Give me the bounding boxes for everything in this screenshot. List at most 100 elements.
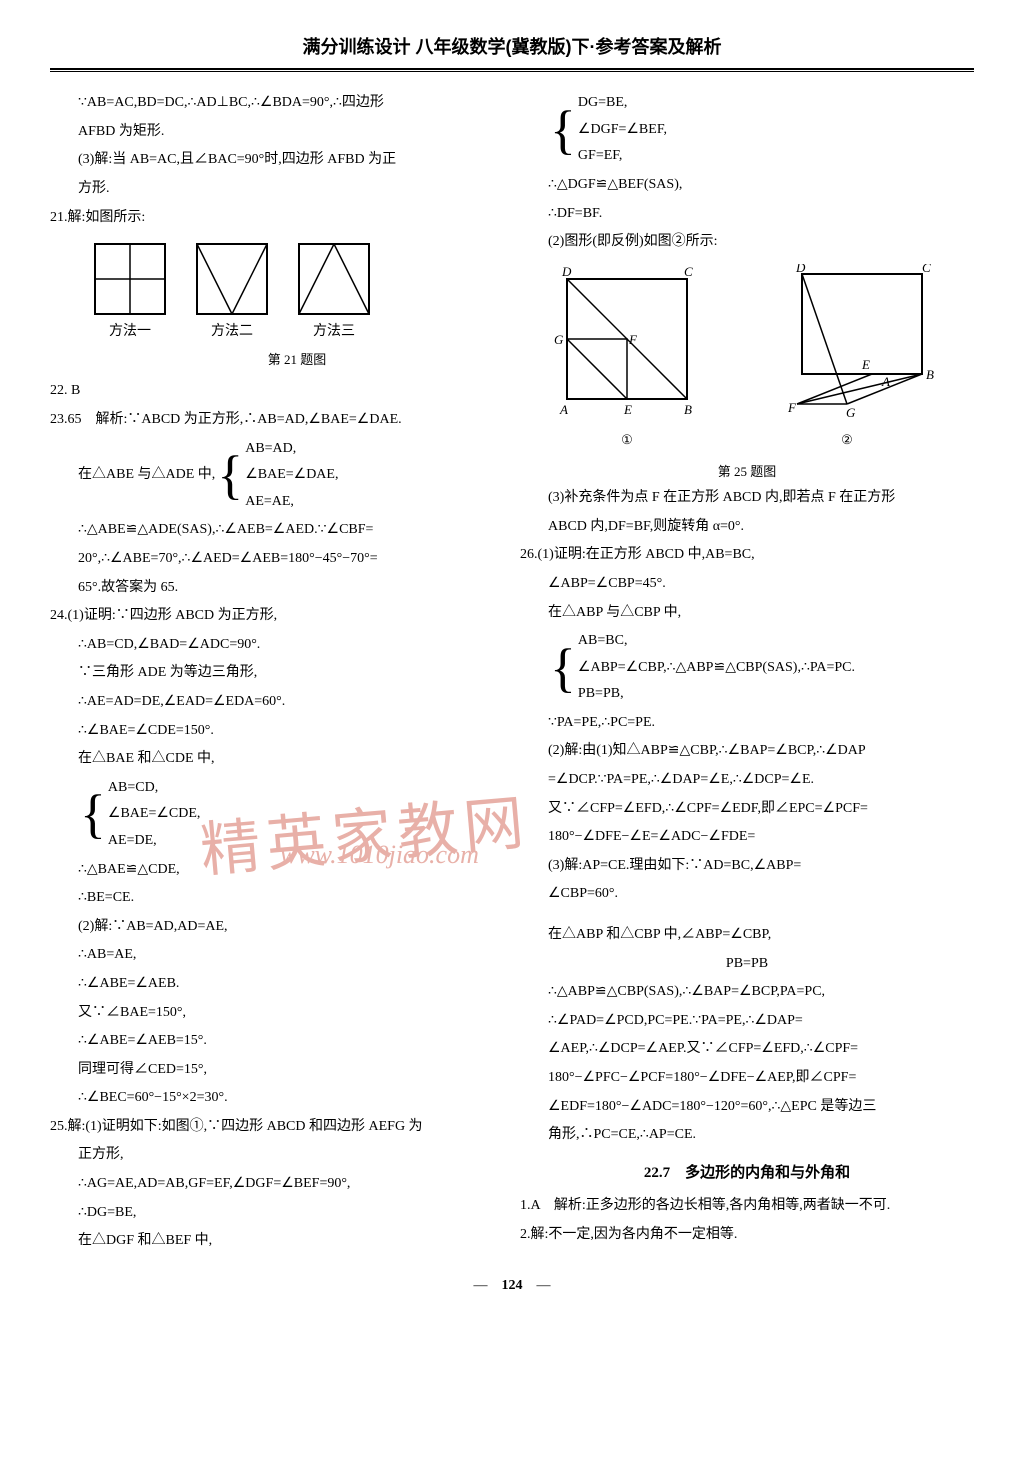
text-line: 22. B [50,378,504,405]
text-line: ∴△ABP≌△CBP(SAS),∴∠BAP=∠BCP,PA=PC, [520,979,974,1006]
figure-caption: 第 25 题图 [520,460,974,485]
left-brace-icon: { [80,790,106,839]
text-line: 在△BAE 和△CDE 中, [50,746,504,773]
text-line: ∠EDF=180°−∠ADC=180°−120°=60°,∴△EPC 是等边三 [520,1094,974,1121]
brace-block: 在△ABE 与△ADE 中, { AB=AD, ∠BAE=∠DAE, AE=AE… [50,436,504,516]
brace-row: ∠ABP=∠CBP,∴△ABP≌△CBP(SAS),∴PA=PC. [578,655,855,682]
diagram-method3: 方法三 [294,239,374,346]
text-line: (2)解:∵AB=AD,AD=AE, [50,914,504,941]
right-column: { DG=BE, ∠DGF=∠BEF, GF=EF, ∴△DGF≌△BEF(SA… [520,90,974,1257]
svg-text:B: B [684,402,692,417]
svg-text:F: F [787,400,797,415]
text-line: 65°.故答案为 65. [50,575,504,602]
text-line: 20°,∴∠ABE=70°,∴∠AED=∠AEB=180°−45°−70°= [50,546,504,573]
text-line: (3)解:当 AB=AC,且∠BAC=90°时,四边形 AFBD 为正 [50,147,504,174]
brace-row: ∠BAE=∠DAE, [245,462,338,489]
text-line: ∴∠PAD=∠PCD,PC=PE.∵PA=PE,∴∠DAP= [520,1008,974,1035]
text-line: 在△ABP 与△CBP 中, [520,600,974,627]
text-line: (3)补充条件为点 F 在正方形 ABCD 内,即若点 F 在正方形 [520,485,974,512]
text-line: 又∵∠BAE=150°, [50,1000,504,1027]
text-line: 同理可得∠CED=15°, [50,1057,504,1084]
text-line: ∴△BAE≌△CDE, [50,857,504,884]
figure-caption: 第 21 题图 [90,348,504,373]
text-line: (3)解:AP=CE.理由如下:∵AD=BC,∠ABP= [520,853,974,880]
svg-text:D: D [795,264,806,275]
svg-text:A: A [881,374,890,389]
text-line: ∵三角形 ADE 为等边三角形, [50,660,504,687]
brace-row: ∠BAE=∠CDE, [108,801,201,828]
page-number: — 124 — [50,1273,974,1300]
left-column: ∵AB=AC,BD=DC,∴AD⊥BC,∴∠BDA=90°,∴四边形 AFBD … [50,90,504,1257]
page-header: 满分训练设计 八年级数学(冀教版)下·参考答案及解析 [50,30,974,64]
text-line: ∵AB=AC,BD=DC,∴AD⊥BC,∴∠BDA=90°,∴四边形 [50,90,504,117]
square-diag-icon [192,239,272,319]
square-diag2-icon: D C E A B F G [752,264,942,424]
text-line: 1.A 解析:正多边形的各边长相等,各内角相等,两者缺一不可. [520,1193,974,1220]
svg-text:G: G [846,405,856,420]
brace-row: GF=EF, [578,143,667,170]
brace-content: DG=BE, ∠DGF=∠BEF, GF=EF, [578,90,667,170]
text-line: 26.(1)证明:在正方形 ABCD 中,AB=BC, [520,542,974,569]
text-line: ∴AE=AD=DE,∠EAD=∠EDA=60°. [50,689,504,716]
text-line: 在△DGF 和△BEF 中, [50,1228,504,1255]
brace-row: AE=DE, [108,828,201,855]
diagram-method2: 方法二 [192,239,272,346]
brace-content: AB=AD, ∠BAE=∠DAE, AE=AE, [245,436,338,516]
spacer [520,910,974,922]
left-brace-icon: { [550,644,576,693]
svg-text:A: A [559,402,568,417]
text-line: PB=PB [520,951,974,978]
geometry-figures-25: D C G F A E B ① D C E A B F G ② [520,264,974,453]
text-line: AFBD 为矩形. [50,119,504,146]
brace-content: AB=CD, ∠BAE=∠CDE, AE=DE, [108,775,201,855]
text-line: =∠DCP.∵PA=PE,∴∠DAP=∠E,∴∠DCP=∠E. [520,767,974,794]
method-label: 方法二 [192,319,272,346]
text-line: ABCD 内,DF=BF,则旋转角 α=0°. [520,514,974,541]
text-line: ∠AEP,∴∠DCP=∠AEP.又∵∠CFP=∠EFD,∴∠CPF= [520,1036,974,1063]
circle-label: ② [752,428,942,453]
text-line: ∴△ABE≌△ADE(SAS),∴∠AEB=∠AED.∵∠CBF= [50,517,504,544]
brace-block: { AB=BC, ∠ABP=∠CBP,∴△ABP≌△CBP(SAS),∴PA=P… [520,628,974,708]
text-line: ∵PA=PE,∴PC=PE. [520,710,974,737]
geom-figure-1: D C G F A E B ① [552,264,702,453]
svg-text:E: E [861,357,870,372]
text-line: ∴AG=AE,AD=AB,GF=EF,∠DGF=∠BEF=90°, [50,1171,504,1198]
text-line: 24.(1)证明:∵四边形 ABCD 为正方形, [50,603,504,630]
brace-row: AB=CD, [108,775,201,802]
text-line: ∠ABP=∠CBP=45°. [520,571,974,598]
text-line: 180°−∠PFC−∠PCF=180°−∠DFE−∠AEP,即∠CPF= [520,1065,974,1092]
method-label: 方法一 [90,319,170,346]
left-brace-icon: { [217,451,243,500]
text-line: ∴AB=AE, [50,942,504,969]
text-line: 23.65 解析:∵ABCD 为正方形,∴AB=AD,∠BAE=∠DAE. [50,407,504,434]
svg-text:C: C [922,264,931,275]
square-geom-icon: D C G F A E B [552,264,702,424]
text-line: ∴DF=BF. [520,201,974,228]
text-line: 角形,∴PC=CE,∴AP=CE. [520,1122,974,1149]
diagram-row-21: 方法一 方法二 方法三 [90,239,504,346]
svg-text:G: G [554,332,564,347]
brace-prefix: 在△ABE 与△ADE 中, [78,462,215,489]
text-line: ∴BE=CE. [50,885,504,912]
square-grid-icon [90,239,170,319]
text-line: 180°−∠DFE−∠E=∠ADC−∠FDE= [520,824,974,851]
brace-row: ∠DGF=∠BEF, [578,117,667,144]
brace-row: AB=AD, [245,436,338,463]
text-line: ∴∠ABE=∠AEB=15°. [50,1028,504,1055]
brace-content: AB=BC, ∠ABP=∠CBP,∴△ABP≌△CBP(SAS),∴PA=PC.… [578,628,855,708]
text-line: ∴DG=BE, [50,1200,504,1227]
brace-row: AB=BC, [578,628,855,655]
geom-figure-2: D C E A B F G ② [752,264,942,453]
two-columns: ∵AB=AC,BD=DC,∴AD⊥BC,∴∠BDA=90°,∴四边形 AFBD … [50,90,974,1257]
square-v-icon [294,239,374,319]
text-line: (2)解:由(1)知△ABP≌△CBP,∴∠BAP=∠BCP,∴∠DAP [520,738,974,765]
text-line: 21.解:如图所示: [50,205,504,232]
diagram-method1: 方法一 [90,239,170,346]
text-line: 方形. [50,176,504,203]
circle-label: ① [552,428,702,453]
page-number-value: 124 [502,1278,523,1293]
svg-text:C: C [684,264,693,279]
brace-row: DG=BE, [578,90,667,117]
text-line: 25.解:(1)证明如下:如图①,∵四边形 ABCD 和四边形 AEFG 为 [50,1114,504,1141]
text-line: ∴∠BAE=∠CDE=150°. [50,718,504,745]
